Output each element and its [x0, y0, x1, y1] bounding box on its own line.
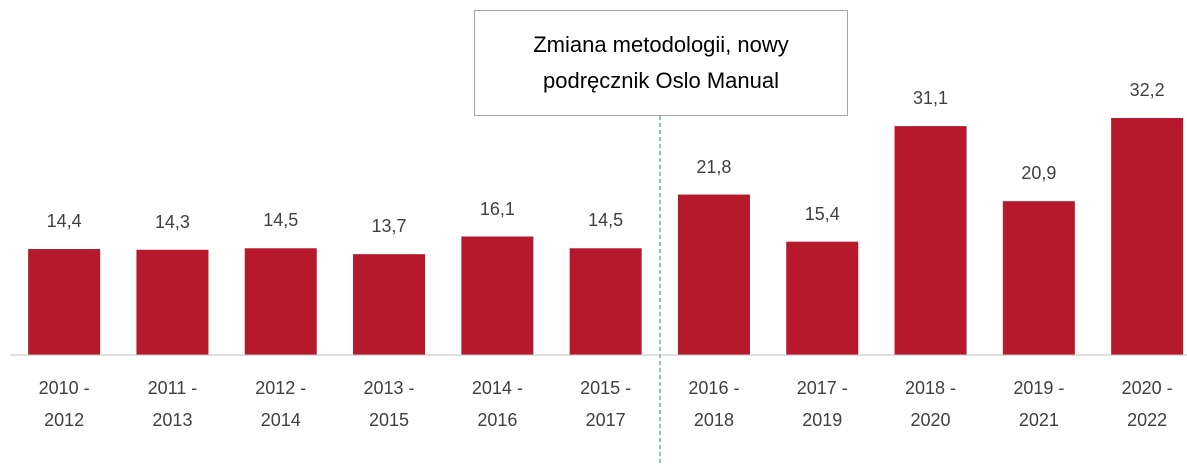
annotation: Zmiana metodologii, nowy podręcznik Oslo… — [474, 10, 848, 116]
bar — [1111, 118, 1184, 356]
value-label: 14,5 — [588, 210, 624, 231]
value-label: 20,9 — [1021, 163, 1057, 184]
x-tick-label: 2010 - 2012 — [38, 378, 90, 430]
bar — [353, 254, 426, 355]
value-label: 31,1 — [913, 88, 949, 109]
bar — [244, 248, 317, 355]
value-label: 32,2 — [1129, 80, 1165, 100]
bar — [786, 241, 859, 355]
x-tick-label: 2017 - 2019 — [796, 378, 848, 430]
value-label: 15,4 — [804, 203, 840, 224]
x-tick-label: 2019 - 2021 — [1013, 378, 1065, 430]
x-tick-label: 2015 - 2017 — [580, 378, 632, 430]
x-tick-label: 2020 - 2022 — [1121, 378, 1173, 430]
value-label: 14,3 — [154, 211, 190, 232]
x-tick-label: 2013 - 2015 — [363, 378, 415, 430]
value-label: 21,8 — [696, 156, 732, 177]
bar — [569, 248, 642, 355]
value-label: 14,4 — [46, 211, 82, 232]
value-label: 14,5 — [263, 210, 299, 231]
value-label: 13,7 — [371, 216, 407, 237]
bar — [677, 194, 750, 355]
x-tick-label: 2018 - 2020 — [905, 378, 957, 430]
value-label: 16,1 — [479, 198, 515, 219]
x-tick-label: 2016 - 2018 — [688, 378, 740, 430]
bar — [894, 126, 967, 355]
x-tick-label: 2011 - 2013 — [147, 378, 198, 430]
x-tick-label: 2012 - 2014 — [255, 378, 307, 430]
x-tick-label: 2014 - 2016 — [471, 378, 523, 430]
bar — [136, 249, 209, 355]
bar — [28, 249, 101, 355]
bar — [461, 236, 534, 355]
bar — [1002, 201, 1075, 355]
